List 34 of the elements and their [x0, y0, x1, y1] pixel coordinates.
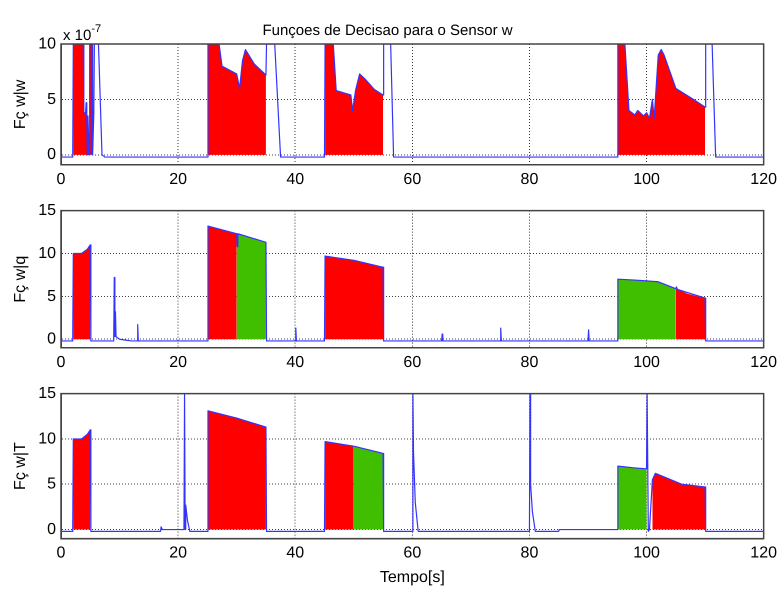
x-tick-label: 40 [286, 170, 304, 188]
y-tick-label: 5 [47, 476, 56, 493]
x-tick-label: 80 [520, 544, 538, 562]
x-tick-label: 60 [403, 544, 422, 562]
y-tick-label: 15 [38, 385, 56, 402]
x-tick-label: 80 [520, 354, 538, 371]
x-tick-label: 20 [169, 354, 188, 371]
x-tick-label: 60 [403, 170, 422, 188]
y-tick-label: 15 [38, 202, 56, 220]
x-tick-label: 120 [750, 544, 778, 562]
y-axis-title: Fç w|w [12, 79, 30, 130]
x-tick-label: 40 [286, 544, 304, 562]
x-tick-label: 100 [633, 354, 660, 371]
y-tick-label: 5 [47, 90, 56, 108]
x-tick-label: 100 [633, 170, 660, 188]
y-tick-label: 10 [38, 244, 56, 262]
y-tick-label: 10 [38, 35, 56, 52]
y-tick-label: 5 [47, 288, 56, 305]
chart-title: Funçoes de Decisao para o Sensor w [262, 22, 513, 40]
x-tick-label: 100 [633, 544, 660, 562]
y-tick-label: 0 [47, 146, 56, 164]
x-tick-label: 80 [520, 170, 538, 188]
x-tick-label: 20 [169, 544, 188, 562]
x-tick-label: 120 [750, 170, 778, 188]
y-tick-label: 0 [47, 520, 56, 538]
y-axis-title: Fç w|T [12, 442, 30, 490]
x-axis-title: Tempo[s] [380, 568, 445, 586]
x-tick-label: 40 [286, 354, 304, 371]
x-tick-label: 120 [750, 354, 778, 371]
y-axis-title: Fç w|q [12, 256, 30, 303]
y-tick-label: 10 [38, 430, 56, 448]
y-tick-label: 0 [47, 330, 56, 348]
x-tick-label: 20 [169, 170, 188, 188]
x-tick-label: 60 [403, 354, 422, 371]
